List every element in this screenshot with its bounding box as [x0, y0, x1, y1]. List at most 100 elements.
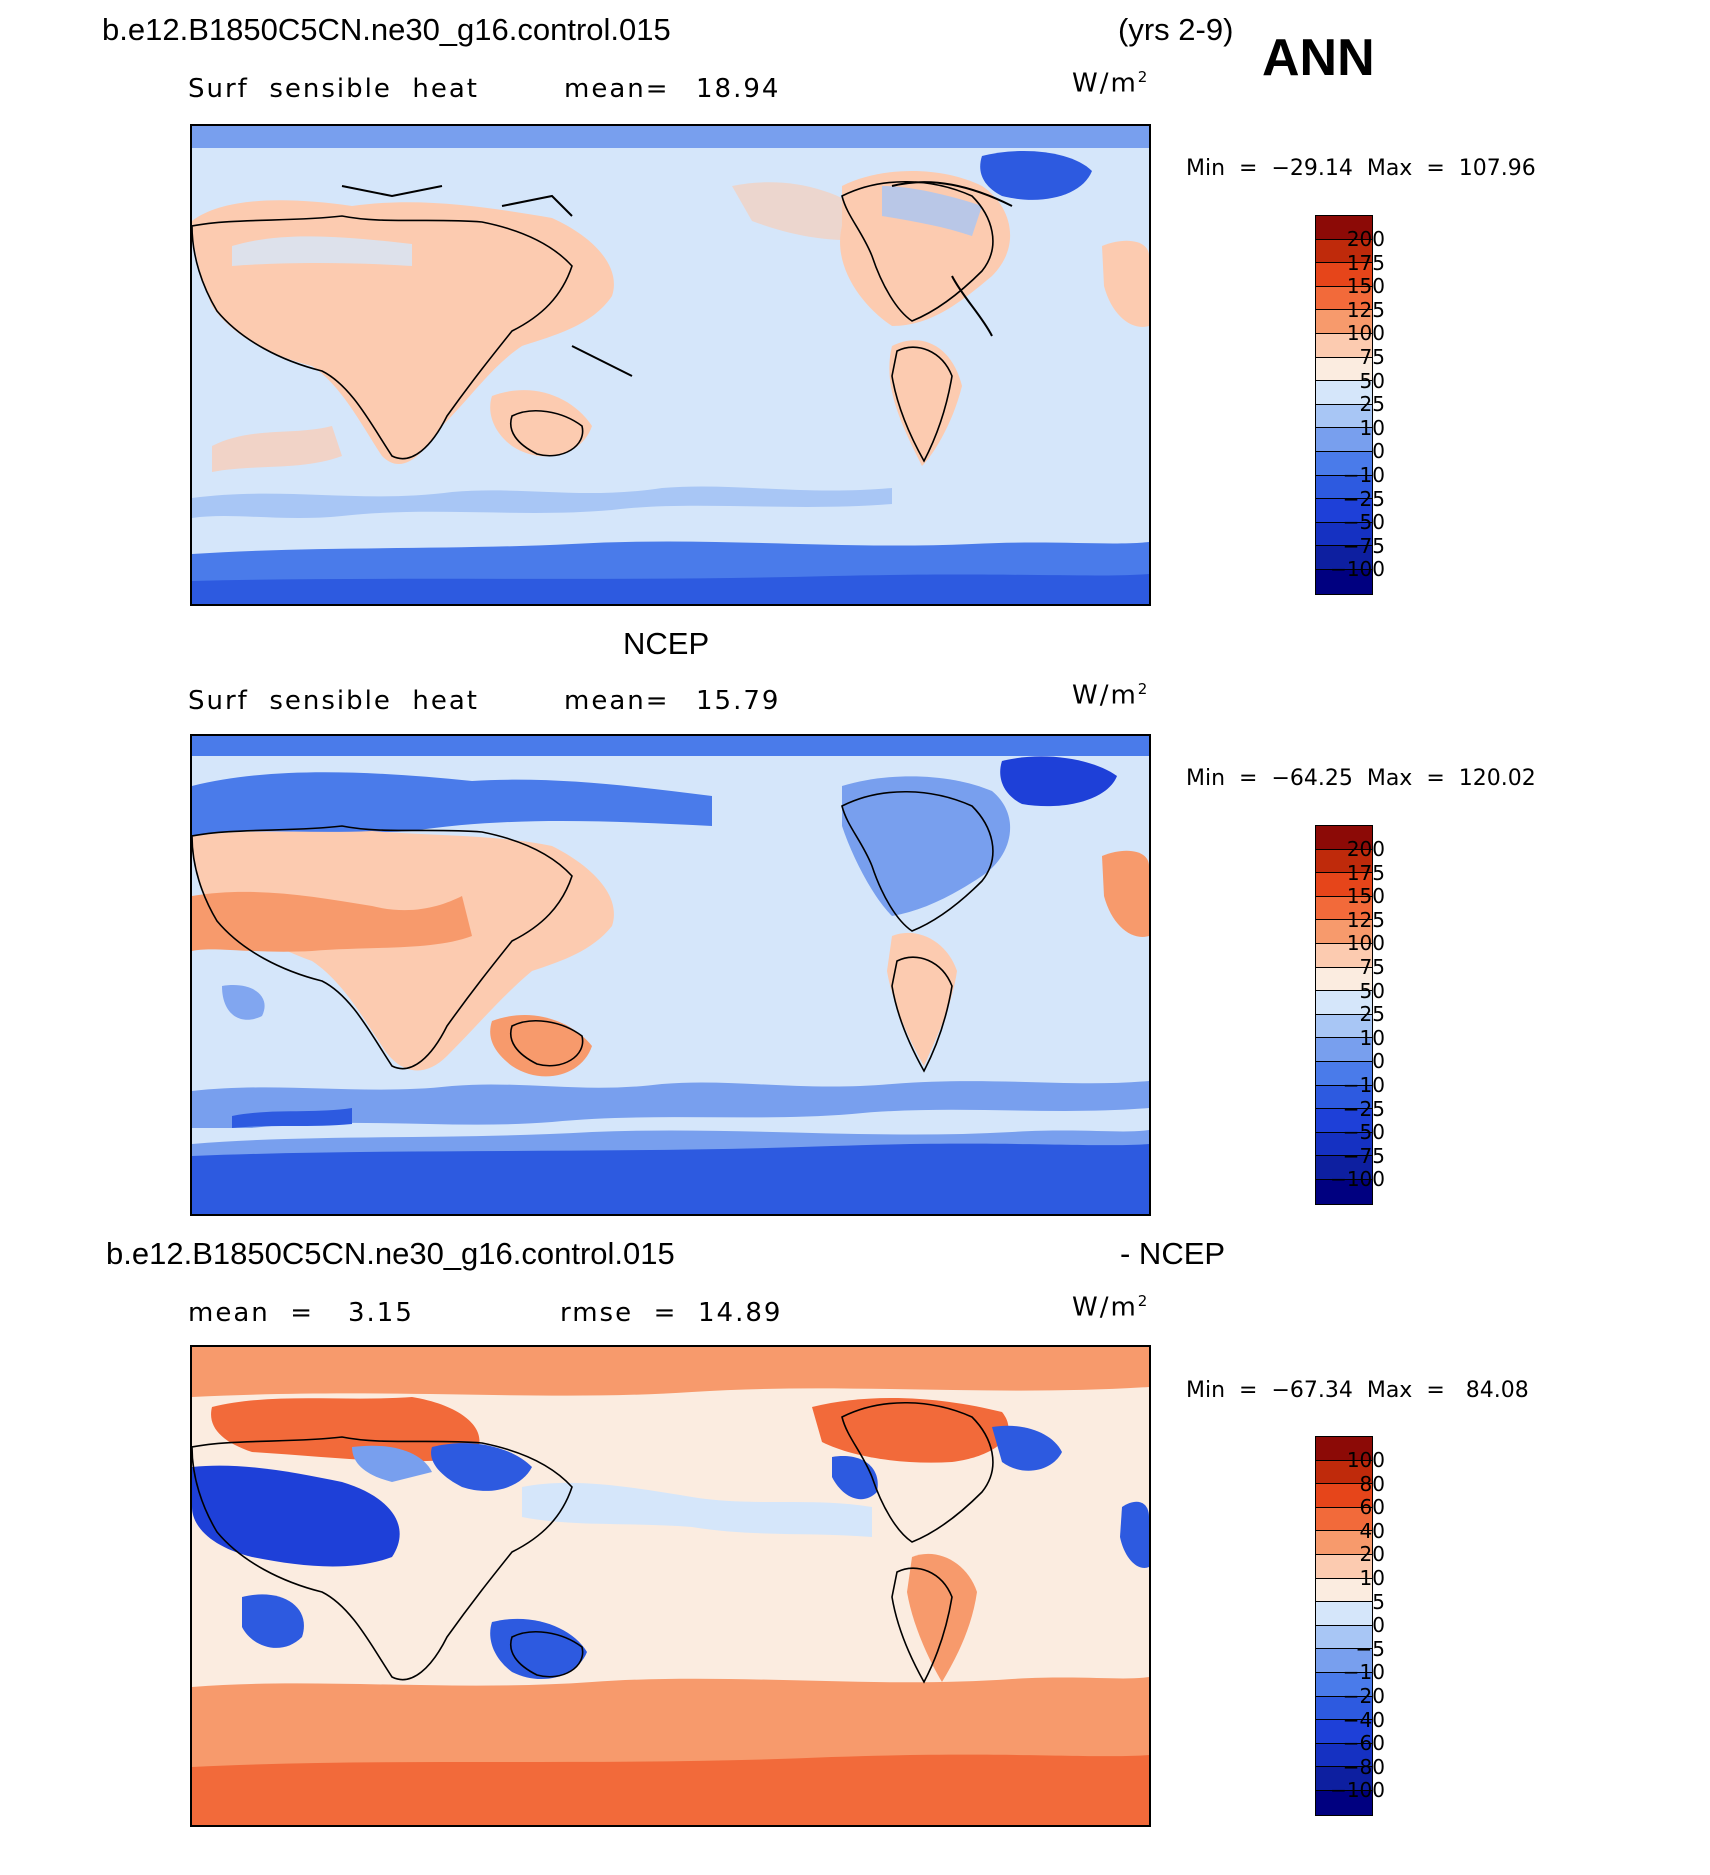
colorbar-tick: 75 — [1359, 955, 1385, 979]
colorbar-tick: −75 — [1342, 1143, 1385, 1168]
colorbar-tick: 5 — [1372, 1589, 1385, 1614]
panel1-mean-label: mean= — [564, 74, 670, 104]
colorbar-cell — [1316, 1743, 1372, 1768]
colorbar-cell — [1316, 333, 1372, 358]
years-label: (yrs 2-9) — [1118, 12, 1234, 47]
colorbar-cell — [1316, 286, 1372, 311]
colorbar-tick: 0 — [1372, 1049, 1385, 1074]
colorbar-cell — [1316, 499, 1372, 523]
colorbar-tick: 0 — [1372, 1613, 1385, 1638]
colorbar-tick: −40 — [1342, 1707, 1385, 1732]
panel2-title: NCEP — [623, 626, 710, 661]
panel1-mean-value: 18.94 — [696, 74, 781, 104]
colorbar-tick: −100 — [1330, 1778, 1385, 1803]
colorbar-tick: 50 — [1359, 368, 1385, 393]
colorbar-tick: 10 — [1359, 1025, 1385, 1050]
panel3-map — [190, 1345, 1151, 1827]
colorbar-cell — [1316, 1085, 1372, 1110]
colorbar-cell — [1316, 1132, 1372, 1157]
colorbar-tick: 25 — [1359, 1002, 1385, 1027]
colorbar-tick: 200 — [1346, 227, 1385, 251]
colorbar-cell — [1316, 1109, 1372, 1133]
colorbar-cell — [1316, 1437, 1372, 1461]
colorbar-cell — [1316, 943, 1372, 968]
panel3-title-left: b.e12.B1850C5CN.ne30_g16.control.015 — [106, 1236, 675, 1271]
colorbar-cell — [1316, 920, 1372, 944]
colorbar-cell — [1316, 1602, 1372, 1626]
colorbar-cell — [1316, 873, 1372, 897]
panel1-min-max: Min = −29.14 Max = 107.96 — [1186, 156, 1536, 181]
colorbar-cell — [1316, 991, 1372, 1015]
colorbar-tick: 100 — [1346, 931, 1385, 956]
colorbar-tick: −50 — [1342, 1120, 1385, 1145]
colorbar-tick: 80 — [1359, 1471, 1385, 1496]
colorbar-cell — [1316, 1156, 1372, 1180]
colorbar-cell — [1316, 1179, 1372, 1204]
colorbar-tick: 125 — [1346, 297, 1385, 322]
colorbar-cell — [1316, 475, 1372, 500]
colorbar-cell — [1316, 263, 1372, 287]
panel3-mean-value: 3.15 — [348, 1298, 414, 1328]
colorbar-cell — [1316, 451, 1372, 476]
panel3-title-right: - NCEP — [1120, 1236, 1226, 1271]
colorbar-cell — [1316, 1720, 1372, 1744]
panel3-mean-label: mean = — [188, 1298, 315, 1328]
panel2-colorbar: 200 175 150 125 100 75 50 25 10 0 −10 −2… — [1315, 825, 1385, 1205]
panel1-map — [190, 124, 1151, 606]
colorbar-tick: −75 — [1342, 533, 1385, 558]
colorbar-tick: −10 — [1342, 1073, 1385, 1097]
colorbar-cell — [1316, 1061, 1372, 1086]
colorbar-tick: 0 — [1372, 439, 1385, 464]
colorbar-cell — [1316, 569, 1372, 594]
panel3-units: W/m2 — [1072, 1292, 1150, 1323]
panel1-variable: Surf sensible heat — [188, 74, 479, 104]
colorbar-tick: −25 — [1342, 1096, 1385, 1121]
case-title: b.e12.B1850C5CN.ne30_g16.control.015 — [102, 12, 671, 47]
colorbar-tick: −80 — [1342, 1754, 1385, 1779]
colorbar-tick: −5 — [1355, 1636, 1385, 1661]
panel3-colorbar: 100 80 60 40 20 10 5 0 −5 −10 −20 −40 −6… — [1315, 1436, 1385, 1816]
colorbar-cell — [1316, 1554, 1372, 1579]
panel1-colorbar-swatches — [1315, 215, 1373, 595]
panel1-units: W/m2 — [1072, 68, 1150, 99]
colorbar-tick: −60 — [1342, 1731, 1385, 1756]
colorbar-cell — [1316, 1014, 1372, 1039]
colorbar-cell — [1316, 428, 1372, 452]
panel2-colorbar-swatches — [1315, 825, 1373, 1205]
colorbar-cell — [1316, 239, 1372, 264]
panel3-rmse-value: 14.89 — [698, 1298, 783, 1328]
panel2-variable: Surf sensible heat — [188, 686, 479, 716]
colorbar-cell — [1316, 1790, 1372, 1815]
panel3-colorbar-swatches — [1315, 1436, 1373, 1816]
panel1-map-plot — [192, 126, 1149, 604]
colorbar-tick: 50 — [1359, 978, 1385, 1003]
panel2-units: W/m2 — [1072, 680, 1150, 711]
colorbar-cell — [1316, 849, 1372, 874]
colorbar-tick: 25 — [1359, 392, 1385, 417]
colorbar-tick: 125 — [1346, 907, 1385, 932]
colorbar-tick: 200 — [1346, 837, 1385, 861]
colorbar-tick: 10 — [1359, 1566, 1385, 1590]
colorbar-cell — [1316, 1767, 1372, 1791]
colorbar-cell — [1316, 1484, 1372, 1508]
panel2-mean-label: mean= — [564, 686, 670, 716]
colorbar-tick: −100 — [1330, 1167, 1385, 1192]
panel1-colorbar: 200 175 150 125 100 75 50 25 10 0 −10 −2… — [1315, 215, 1385, 595]
colorbar-tick: 150 — [1346, 884, 1385, 909]
colorbar-tick: 10 — [1359, 415, 1385, 440]
colorbar-cell — [1316, 967, 1372, 992]
colorbar-cell — [1316, 896, 1372, 921]
colorbar-cell — [1316, 1672, 1372, 1697]
colorbar-cell — [1316, 381, 1372, 405]
panel3-rmse-label: rmse = — [560, 1298, 678, 1328]
colorbar-cell — [1316, 216, 1372, 240]
colorbar-tick: 150 — [1346, 274, 1385, 299]
colorbar-tick: −25 — [1342, 486, 1385, 511]
panel2-mean-value: 15.79 — [696, 686, 781, 716]
panel2-map — [190, 734, 1151, 1216]
colorbar-tick: 20 — [1359, 1542, 1385, 1567]
colorbar-tick: 75 — [1359, 345, 1385, 369]
panel2-map-plot — [192, 736, 1149, 1214]
colorbar-tick: 175 — [1346, 860, 1385, 885]
colorbar-cell — [1316, 522, 1372, 547]
